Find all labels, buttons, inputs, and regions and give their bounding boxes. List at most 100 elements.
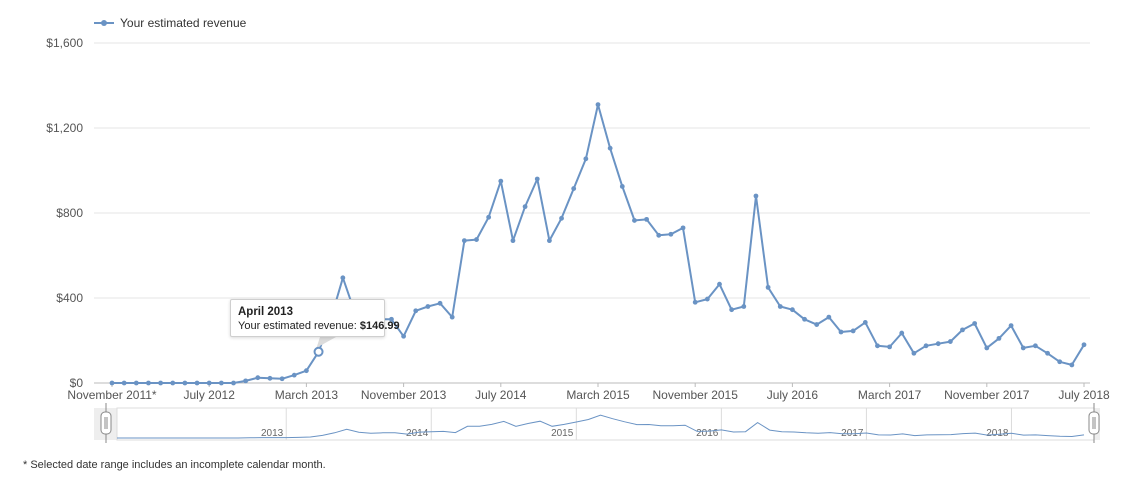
data-point[interactable]: [814, 322, 820, 327]
navigator-year-label: 2018: [986, 428, 1009, 439]
data-point[interactable]: [826, 314, 832, 320]
data-point[interactable]: [182, 380, 188, 386]
data-point[interactable]: [425, 304, 431, 309]
navigator-right-handle[interactable]: [1088, 403, 1100, 443]
data-point[interactable]: [133, 380, 139, 386]
data-point[interactable]: [461, 238, 467, 244]
date-range-navigator[interactable]: 2013 2014 2015 2016 2017 2018: [94, 403, 1100, 443]
data-point[interactable]: [571, 186, 577, 191]
data-point[interactable]: [170, 380, 176, 386]
data-point[interactable]: [862, 320, 868, 325]
navigator-left-handle[interactable]: [100, 403, 112, 443]
data-point[interactable]: [206, 380, 212, 386]
data-point[interactable]: [692, 299, 698, 305]
data-point[interactable]: [243, 378, 249, 384]
tooltip-line: Your estimated revenue: $146.99: [238, 319, 400, 333]
data-point[interactable]: [777, 304, 783, 309]
data-point[interactable]: [911, 350, 917, 356]
data-point[interactable]: [1020, 345, 1026, 351]
data-point[interactable]: [595, 102, 601, 108]
y-tick-label: $800: [56, 206, 83, 220]
data-point[interactable]: [802, 316, 807, 322]
data-point[interactable]: [474, 237, 479, 242]
navigator-year-label: 2013: [261, 428, 284, 439]
data-point[interactable]: [644, 216, 649, 222]
data-point[interactable]: [340, 275, 346, 281]
data-point[interactable]: [996, 335, 1002, 341]
data-point[interactable]: [534, 176, 540, 182]
data-point[interactable]: [498, 178, 504, 184]
data-point[interactable]: [109, 380, 115, 386]
data-point[interactable]: [838, 329, 844, 335]
data-point[interactable]: [887, 344, 892, 350]
data-point[interactable]: [510, 238, 516, 244]
left-handle-grip-icon[interactable]: [100, 411, 112, 435]
data-point[interactable]: [304, 368, 309, 374]
data-point[interactable]: [255, 375, 261, 381]
data-point[interactable]: [741, 304, 747, 309]
data-point[interactable]: [947, 339, 953, 344]
series-line: [112, 103, 1085, 384]
data-point[interactable]: [547, 238, 552, 244]
data-point[interactable]: [717, 281, 722, 287]
data-point[interactable]: [668, 231, 674, 237]
data-point[interactable]: [1057, 359, 1063, 365]
data-point[interactable]: [899, 330, 905, 336]
data-point[interactable]: [279, 376, 285, 382]
x-tick-label: March 2017: [858, 388, 922, 402]
data-point[interactable]: [729, 307, 735, 313]
data-point[interactable]: [1008, 323, 1014, 329]
data-point[interactable]: [765, 284, 771, 290]
data-point[interactable]: [559, 215, 564, 221]
data-point[interactable]: [1081, 342, 1087, 348]
data-point[interactable]: [656, 232, 662, 238]
data-point[interactable]: [680, 225, 686, 231]
data-point[interactable]: [1045, 350, 1050, 356]
right-handle-grip-icon[interactable]: [1088, 411, 1100, 435]
data-point[interactable]: [619, 184, 625, 189]
data-point[interactable]: [291, 372, 297, 378]
data-point[interactable]: [960, 327, 965, 333]
data-point[interactable]: [231, 380, 236, 386]
y-tick-label: $1,200: [46, 121, 83, 135]
y-tick-label: $0: [70, 376, 84, 390]
navigator-series-line: [117, 414, 1085, 439]
tooltip-title: April 2013: [238, 306, 293, 318]
data-point[interactable]: [146, 380, 151, 386]
data-point[interactable]: [389, 316, 394, 322]
data-point[interactable]: [267, 375, 273, 381]
highlighted-data-point[interactable]: [313, 346, 324, 357]
data-point[interactable]: [850, 328, 856, 334]
data-point[interactable]: [984, 345, 990, 351]
data-point[interactable]: [486, 214, 492, 220]
data-point[interactable]: [753, 193, 759, 199]
data-point[interactable]: [935, 341, 941, 347]
x-tick-label: July 2014: [475, 388, 527, 402]
series-your-estimated-revenue[interactable]: [109, 102, 1087, 386]
data-point[interactable]: [121, 380, 127, 386]
data-point[interactable]: [632, 218, 637, 223]
data-point[interactable]: [1033, 343, 1038, 349]
data-point[interactable]: [1069, 362, 1075, 368]
data-point[interactable]: [218, 380, 224, 386]
data-point[interactable]: [923, 343, 929, 349]
y-axis-ticks: $0 $400 $800 $1,200 $1,600: [46, 36, 83, 390]
x-tick-label: November 2015: [653, 388, 739, 402]
data-point[interactable]: [449, 314, 455, 320]
data-point[interactable]: [704, 296, 710, 302]
data-point[interactable]: [607, 145, 613, 151]
data-point[interactable]: [437, 300, 443, 306]
data-point[interactable]: [875, 343, 880, 349]
data-point[interactable]: [522, 204, 528, 210]
data-point[interactable]: [401, 333, 406, 339]
x-tick-label: July 2016: [767, 388, 819, 402]
data-point[interactable]: [194, 380, 200, 386]
data-point[interactable]: [790, 307, 795, 313]
data-point[interactable]: [413, 308, 419, 314]
data-point[interactable]: [972, 321, 978, 326]
x-tick-label: July 2012: [184, 388, 236, 402]
legend[interactable]: Your estimated revenue: [94, 16, 247, 30]
data-point[interactable]: [583, 156, 589, 162]
data-point[interactable]: [158, 380, 164, 386]
